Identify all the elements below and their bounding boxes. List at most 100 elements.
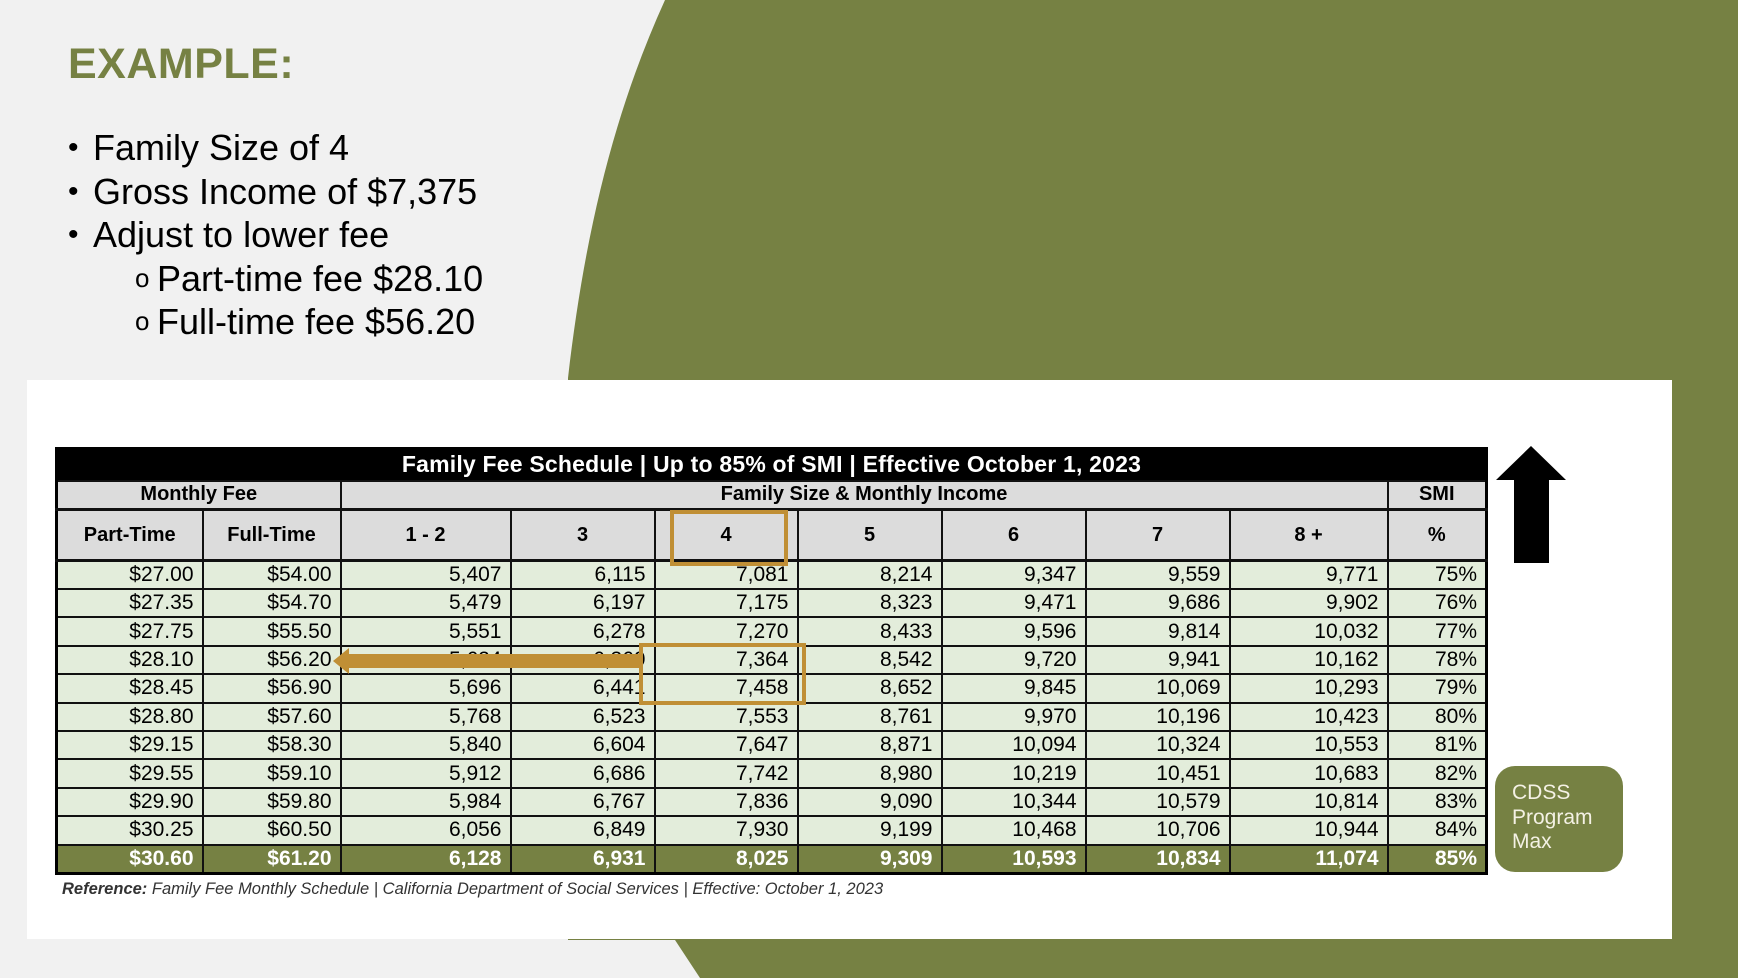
table-cell: 6,278 bbox=[509, 616, 656, 647]
bullet-list: • Family Size of 4 • Gross Income of $7,… bbox=[68, 126, 483, 344]
table-cell: 7,836 bbox=[653, 786, 799, 818]
table-cell: 10,593 bbox=[940, 843, 1087, 874]
table-row: $27.75 $55.50 5,551 6,278 7,270 8,433 9,596 9,8… bbox=[55, 616, 1488, 647]
table-row: $29.55 $59.10 5,912 6,686 7,742 8,980 10,219 10… bbox=[55, 758, 1488, 789]
table-cell: 10,423 bbox=[1228, 701, 1389, 732]
bullet-text: Family Size of 4 bbox=[93, 127, 350, 168]
table-cell: 6,197 bbox=[509, 587, 656, 619]
table-cell: 9,309 bbox=[796, 843, 943, 874]
table-cell: 10,293 bbox=[1228, 673, 1389, 704]
table-row: $28.45 $56.90 5,696 6,441 7,458 8,652 9,845 10,… bbox=[55, 673, 1488, 704]
table-cell: 9,902 bbox=[1228, 587, 1389, 619]
table-cell: 10,814 bbox=[1228, 786, 1389, 818]
table-cell: 9,845 bbox=[940, 673, 1087, 704]
table-cell: 7,270 bbox=[653, 616, 799, 647]
table-cell: $59.80 bbox=[201, 786, 342, 818]
table-cell: $28.45 bbox=[55, 673, 204, 704]
sub-bullet-text: Part-time fee $28.10 bbox=[157, 257, 484, 299]
table-cell: 5,912 bbox=[339, 758, 512, 789]
column-header: 7 bbox=[1084, 508, 1231, 562]
table-cell: 84% bbox=[1386, 815, 1488, 846]
cdss-program-max-label: CDSS Program Max bbox=[1495, 766, 1623, 872]
column-header: Full-Time bbox=[201, 508, 342, 562]
sub-bullet-item: o Part-time fee $28.10 bbox=[68, 257, 483, 301]
table-cell: $55.50 bbox=[201, 616, 342, 647]
table-cell: 6,767 bbox=[509, 786, 656, 818]
sub-bullet-text: Full-time fee $56.20 bbox=[157, 301, 476, 342]
table-row: $28.80 $57.60 5,768 6,523 7,553 8,761 9,970 10,… bbox=[55, 701, 1488, 732]
table-cell: 9,814 bbox=[1084, 616, 1231, 647]
table-cell: 11,074 bbox=[1228, 843, 1389, 874]
table-cell: 6,604 bbox=[509, 729, 656, 761]
table-cell: $29.55 bbox=[55, 758, 204, 789]
cdss-label-line: Program bbox=[1512, 805, 1593, 829]
table-cell: 5,551 bbox=[339, 616, 512, 647]
table-cell: 10,162 bbox=[1228, 644, 1389, 676]
table-cell: 10,094 bbox=[940, 729, 1087, 761]
table-cell: 5,696 bbox=[339, 673, 512, 704]
table-cell: $57.60 bbox=[201, 701, 342, 732]
reference-note: Reference: Family Fee Monthly Schedule |… bbox=[62, 880, 883, 899]
table-cell: 5,407 bbox=[339, 559, 512, 590]
table-cell: 80% bbox=[1386, 701, 1488, 732]
cdss-label-line: CDSS bbox=[1512, 781, 1571, 804]
table-cell: 9,686 bbox=[1084, 587, 1231, 619]
table-cell: $30.25 bbox=[55, 815, 204, 846]
table-cell: 10,683 bbox=[1228, 758, 1389, 789]
table-cell: 9,347 bbox=[940, 559, 1087, 590]
table-cell: 5,768 bbox=[339, 701, 512, 732]
table-cell: 7,647 bbox=[653, 729, 799, 761]
table-cell: 9,199 bbox=[796, 815, 943, 846]
table-cell: 9,559 bbox=[1084, 559, 1231, 590]
table-cell: 7,364 bbox=[653, 644, 799, 676]
table-row-program-max: $30.60 $61.20 6,128 6,931 8,025 9,309 10,593 10… bbox=[55, 843, 1488, 874]
table-cell: 6,441 bbox=[509, 673, 656, 704]
table-cell: $56.20 bbox=[201, 644, 342, 676]
sub-bullet-marker: o bbox=[135, 306, 150, 336]
table-cell: 10,032 bbox=[1228, 616, 1389, 647]
table-cell: 9,771 bbox=[1228, 559, 1389, 590]
table-cell: 8,542 bbox=[796, 644, 943, 676]
table-cell: 10,219 bbox=[940, 758, 1087, 789]
table-row: $29.90 $59.80 5,984 6,767 7,836 9,090 10,344 10… bbox=[55, 786, 1488, 818]
table-cell: 10,579 bbox=[1084, 786, 1231, 818]
table-cell: 6,686 bbox=[509, 758, 656, 789]
table-cell: 82% bbox=[1386, 758, 1488, 789]
table-cell: $58.30 bbox=[201, 729, 342, 761]
table-cell: $61.20 bbox=[201, 843, 342, 874]
table-cell: $56.90 bbox=[201, 673, 342, 704]
table-cell: 6,849 bbox=[509, 815, 656, 846]
table-cell: 7,930 bbox=[653, 815, 799, 846]
table-cell: 9,720 bbox=[940, 644, 1087, 676]
table-cell: 9,970 bbox=[940, 701, 1087, 732]
table-cell: 8,323 bbox=[796, 587, 943, 619]
group-header-smi: SMI bbox=[1386, 479, 1488, 511]
family-fee-schedule-table: Family Fee Schedule | Up to 85% of SMI |… bbox=[55, 447, 1488, 875]
table-body: $27.00 $54.00 5,407 6,115 7,081 8,214 9,347 9,5… bbox=[55, 559, 1488, 874]
table-cell: 7,742 bbox=[653, 758, 799, 789]
column-header: 4 bbox=[653, 508, 799, 562]
table-row: $27.35 $54.70 5,479 6,197 7,175 8,323 9,471 9,6… bbox=[55, 587, 1488, 619]
table-cell: 9,090 bbox=[796, 786, 943, 818]
table-cell: 77% bbox=[1386, 616, 1488, 647]
table-cell: 7,553 bbox=[653, 701, 799, 732]
bullet-text: Adjust to lower fee bbox=[93, 214, 390, 255]
table-cell: 79% bbox=[1386, 673, 1488, 704]
table-cell: $28.80 bbox=[55, 701, 204, 732]
table-cell: 5,984 bbox=[339, 786, 512, 818]
bullet-marker: • bbox=[68, 218, 79, 251]
table-cell: 8,980 bbox=[796, 758, 943, 789]
table-cell: 7,175 bbox=[653, 587, 799, 619]
sub-bullet-marker: o bbox=[135, 262, 150, 293]
table-cell: 10,196 bbox=[1084, 701, 1231, 732]
table-cell: 5,840 bbox=[339, 729, 512, 761]
table-cell: $54.00 bbox=[201, 559, 342, 590]
column-header: Part-Time bbox=[55, 508, 204, 562]
table-cell: $28.10 bbox=[55, 644, 204, 676]
table-cell: 75% bbox=[1386, 559, 1488, 590]
cdss-label-line: Max bbox=[1512, 830, 1552, 853]
table-cell: 6,931 bbox=[509, 843, 656, 874]
column-header: 8 + bbox=[1228, 508, 1389, 562]
table-cell: 9,471 bbox=[940, 587, 1087, 619]
